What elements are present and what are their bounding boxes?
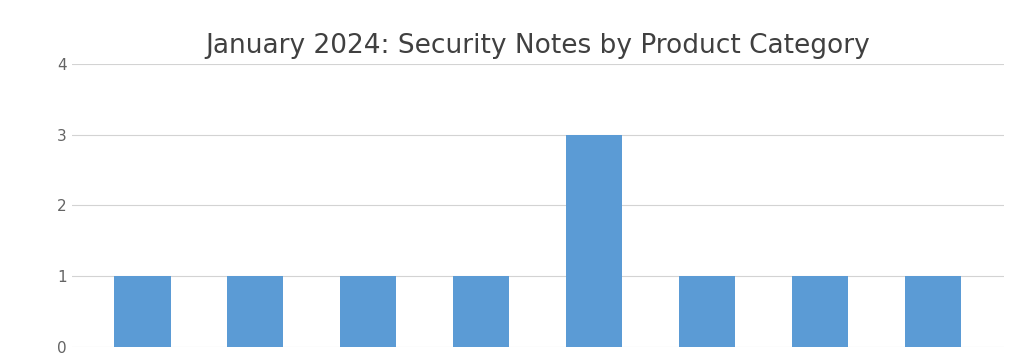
Title: January 2024: Security Notes by Product Category: January 2024: Security Notes by Product … [205, 33, 870, 59]
Bar [792, 276, 848, 347]
Bar [904, 276, 962, 347]
Bar [340, 276, 396, 347]
Bar [566, 135, 623, 347]
Bar [227, 276, 284, 347]
Bar [453, 276, 509, 347]
Bar [114, 276, 171, 347]
Bar [679, 276, 735, 347]
